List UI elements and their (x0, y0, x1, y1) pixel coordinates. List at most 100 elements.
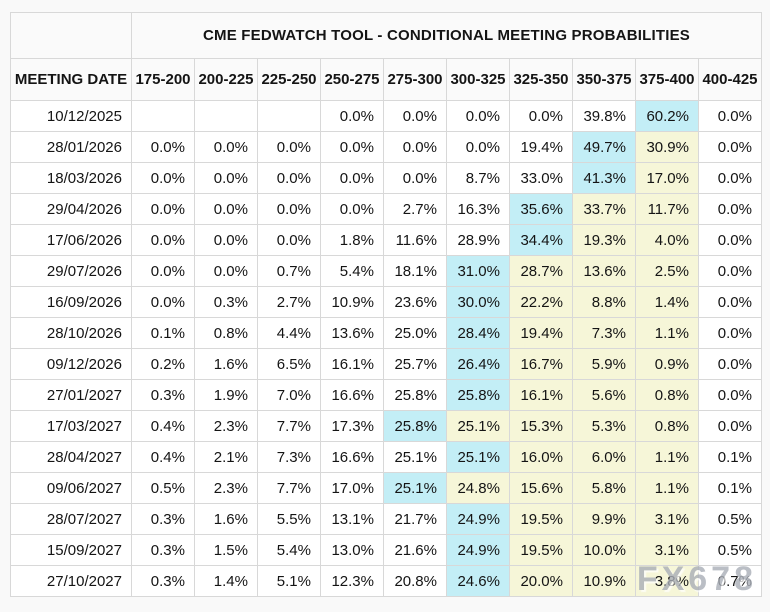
probability-cell: 0.0% (131, 162, 195, 194)
probability-cell: 21.7% (383, 503, 447, 535)
probability-cell: 13.0% (320, 534, 384, 566)
column-header-rate: 200-225 (194, 58, 258, 101)
probability-cell: 0.0% (698, 379, 762, 411)
probability-cell: 16.3% (446, 193, 510, 225)
probability-cell: 35.6% (509, 193, 573, 225)
probability-cell: 0.0% (698, 193, 762, 225)
probability-cell: 0.5% (698, 534, 762, 566)
probability-cell: 5.1% (257, 565, 321, 597)
probability-cell: 18.1% (383, 255, 447, 287)
meeting-date-cell: 28/07/2027 (10, 503, 132, 535)
probability-cell: 5.4% (320, 255, 384, 287)
probability-cell: 8.7% (446, 162, 510, 194)
probability-cell: 19.5% (509, 534, 573, 566)
column-header-rate: 225-250 (257, 58, 321, 101)
probability-cell: 41.3% (572, 162, 636, 194)
probability-cell: 4.4% (257, 317, 321, 349)
column-header-meeting-date: MEETING DATE (10, 58, 132, 101)
probability-cell: 33.7% (572, 193, 636, 225)
probability-cell: 7.0% (257, 379, 321, 411)
probability-cell: 15.3% (509, 410, 573, 442)
probability-cell: 16.1% (320, 348, 384, 380)
column-header-rate: 175-200 (131, 58, 195, 101)
probability-cell: 15.6% (509, 472, 573, 504)
probability-cell: 7.7% (257, 410, 321, 442)
meeting-date-cell: 28/04/2027 (10, 441, 132, 473)
table-row: 09/06/2027 0.5% 2.3% 7.7% 17.0% 25.1% 24.8% 15.… (10, 472, 762, 504)
probability-cell: 16.6% (320, 441, 384, 473)
probability-cell: 0.0% (698, 100, 762, 132)
probability-cell: 5.5% (257, 503, 321, 535)
probability-cell: 2.3% (194, 410, 258, 442)
probability-cell: 23.6% (383, 286, 447, 318)
probability-cell: 19.5% (509, 503, 573, 535)
meeting-date-cell: 15/09/2027 (10, 534, 132, 566)
probability-cell: 13.1% (320, 503, 384, 535)
probability-cell: 2.5% (635, 255, 699, 287)
probability-cell: 0.7% (257, 255, 321, 287)
column-header-rate: 400-425 (698, 58, 762, 101)
probability-cell: 1.6% (194, 503, 258, 535)
table-row: 29/04/2026 0.0% 0.0% 0.0% 0.0% 2.7% 16.3% 35.6%… (10, 193, 762, 225)
probability-cell: 11.7% (635, 193, 699, 225)
probability-cell: 0.0% (383, 131, 447, 163)
probability-cell: 30.0% (446, 286, 510, 318)
probability-cell: 19.4% (509, 131, 573, 163)
probability-cell: 3.1% (635, 534, 699, 566)
probability-cell: 16.1% (509, 379, 573, 411)
probability-cell: 0.0% (698, 317, 762, 349)
probability-cell: 10.0% (572, 534, 636, 566)
meeting-date-cell: 29/07/2026 (10, 255, 132, 287)
probability-cell: 1.4% (194, 565, 258, 597)
probability-cell: 0.0% (131, 131, 195, 163)
table-row: 15/09/2027 0.3% 1.5% 5.4% 13.0% 21.6% 24.9% 19.… (10, 534, 762, 566)
table-row: 28/01/2026 0.0% 0.0% 0.0% 0.0% 0.0% 0.0% 19.4% 4… (10, 131, 762, 163)
probability-cell: 25.1% (446, 441, 510, 473)
fedwatch-probability-table: CME FEDWATCH TOOL - CONDITIONAL MEETING … (10, 12, 762, 597)
probability-cell: 0.5% (698, 503, 762, 535)
probability-cell: 6.0% (572, 441, 636, 473)
probability-cell: 5.3% (572, 410, 636, 442)
probability-cell: 2.7% (257, 286, 321, 318)
probability-cell: 0.0% (320, 100, 384, 132)
column-header-rate: 350-375 (572, 58, 636, 101)
probability-cell: 19.4% (509, 317, 573, 349)
probability-cell: 24.9% (446, 503, 510, 535)
probability-cell: 10.9% (320, 286, 384, 318)
probability-cell: 26.4% (446, 348, 510, 380)
probability-cell: 0.0% (698, 410, 762, 442)
probability-cell: 0.0% (131, 224, 195, 256)
probability-cell: 28.4% (446, 317, 510, 349)
probability-cell: 0.0% (446, 100, 510, 132)
meeting-date-cell: 27/10/2027 (10, 565, 132, 597)
probability-cell: 13.6% (572, 255, 636, 287)
probability-cell: 22.2% (509, 286, 573, 318)
probability-cell: 20.8% (383, 565, 447, 597)
meeting-date-cell: 28/01/2026 (10, 131, 132, 163)
probability-cell: 0.0% (257, 193, 321, 225)
column-header-rate: 325-350 (509, 58, 573, 101)
probability-cell: 13.6% (320, 317, 384, 349)
table-row: 28/10/2026 0.1% 0.8% 4.4% 13.6% 25.0% 28.4% 19.… (10, 317, 762, 349)
meeting-date-cell: 29/04/2026 (10, 193, 132, 225)
probability-cell: 0.3% (131, 503, 195, 535)
probability-cell: 0.0% (446, 131, 510, 163)
table-row: 27/10/2027 0.3% 1.4% 5.1% 12.3% 20.8% 24.6% 20.… (10, 565, 762, 597)
probability-cell: 10.9% (572, 565, 636, 597)
probability-cell: 0.8% (635, 379, 699, 411)
probability-cell: 0.0% (194, 131, 258, 163)
probability-cell: 0.1% (698, 472, 762, 504)
probability-cell: 25.7% (383, 348, 447, 380)
probability-cell: 0.0% (698, 131, 762, 163)
probability-cell: 0.0% (320, 193, 384, 225)
probability-cell: 17.0% (320, 472, 384, 504)
probability-cell: 17.0% (635, 162, 699, 194)
probability-cell: 24.6% (446, 565, 510, 597)
probability-cell: 25.8% (383, 410, 447, 442)
probability-cell: 0.0% (320, 162, 384, 194)
column-header-rate: 375-400 (635, 58, 699, 101)
probability-cell: 1.1% (635, 441, 699, 473)
probability-cell: 7.3% (572, 317, 636, 349)
probability-cell: 0.0% (194, 224, 258, 256)
